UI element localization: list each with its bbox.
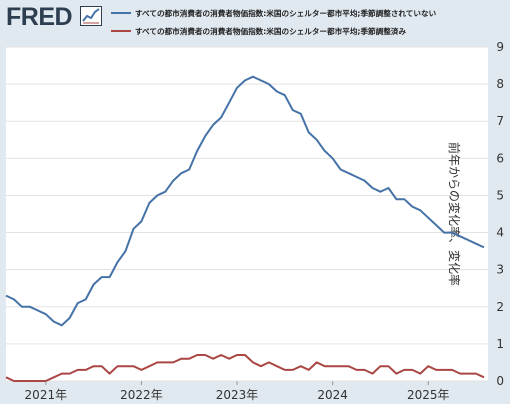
legend-swatch-2 [111,30,131,32]
series-line-2[interactable] [5,354,485,382]
y-tick-label: 8 [496,77,504,91]
plot-area [6,47,488,381]
legend-item-2[interactable]: すべての都市消費者の消費者物価指数:米国のシェルター都市平均;季節調整済み [111,24,406,38]
legend-item-1[interactable]: すべての都市消費者の消費者物価指数:米国のシェルター都市平均;季節調整されていな… [111,6,436,20]
legend-label-2: すべての都市消費者の消費者物価指数:米国のシェルター都市平均;季節調整済み [135,26,407,36]
legend-swatch-1 [111,12,131,14]
y-tick-label: 0 [496,374,504,388]
y-tick-label: 5 [496,188,504,202]
y-axis-title: 前年からの変化率、変化率 [447,142,462,286]
x-tick-label: 2023年 [216,388,259,402]
y-tick-label: 4 [496,226,504,240]
y-tick-label: 1 [496,337,504,351]
y-tick-label: 3 [496,263,504,277]
y-tick-label: 2 [496,300,504,314]
x-tick-label: 2024 [317,388,348,402]
grid-lines [6,46,488,382]
x-axis-ticks: 2021年 2022年 2023年 2024 2025年 [25,381,450,402]
fred-logo[interactable]: FRED [6,3,73,31]
y-tick-label: 7 [496,114,504,128]
x-tick-label: 2021年 [25,388,68,402]
series-group [5,75,485,382]
series-line-1[interactable] [5,75,485,327]
x-tick-label: 2022年 [120,388,163,402]
y-tick-label: 9 [496,40,504,54]
line-chart-icon [80,6,102,26]
y-axis-ticks: 0 1 2 3 4 5 6 7 8 9 [496,40,504,388]
header: FRED すべての都市消費者の消費者物価指数:米国のシェルター都市平均;季節調整… [0,0,510,44]
y-tick-label: 6 [496,151,504,165]
legend-label-1: すべての都市消費者の消費者物価指数:米国のシェルター都市平均;季節調整されていな… [135,8,437,18]
x-tick-label: 2025年 [407,388,450,402]
